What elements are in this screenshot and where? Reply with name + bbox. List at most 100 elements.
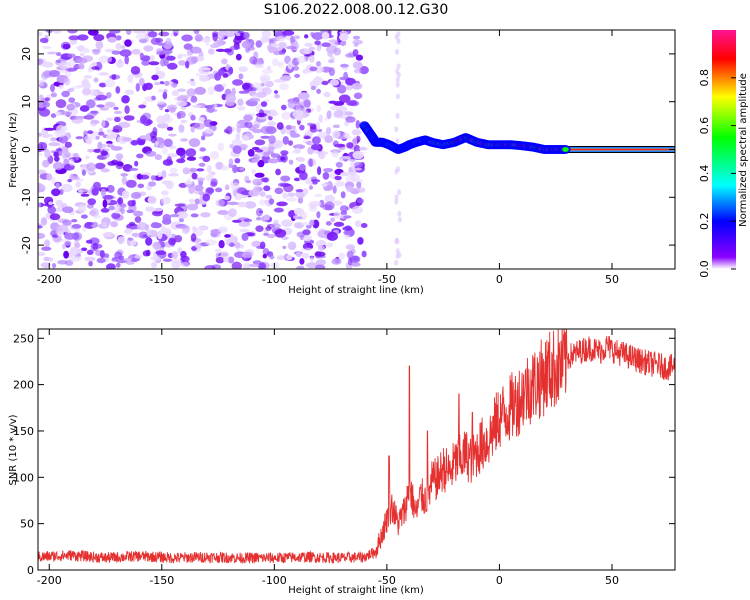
noise-blob <box>395 253 400 259</box>
noise-blob <box>118 121 131 128</box>
noise-blob <box>124 55 129 65</box>
noise-blob <box>86 249 94 255</box>
noise-blob <box>238 220 251 227</box>
noise-blob <box>106 129 114 134</box>
noise-blob <box>50 84 55 93</box>
noise-blob <box>60 111 73 116</box>
noise-blob <box>46 257 54 262</box>
noise-blob <box>95 135 100 140</box>
noise-blob <box>151 261 158 269</box>
noise-blob <box>229 45 241 51</box>
noise-blob <box>394 259 399 266</box>
noise-blob <box>154 140 159 148</box>
noise-blob <box>188 185 195 194</box>
noise-blob <box>164 109 170 113</box>
noise-blob <box>214 84 225 92</box>
noise-blob <box>160 226 167 233</box>
noise-blob <box>127 74 134 83</box>
noise-blob <box>278 41 287 49</box>
noise-blob <box>353 68 362 74</box>
x-tick-label: -50 <box>378 273 396 286</box>
noise-blob <box>121 95 130 104</box>
noise-blob <box>395 112 400 119</box>
noise-blob <box>352 137 358 146</box>
noise-blob <box>293 177 301 182</box>
noise-blob <box>93 181 101 190</box>
noise-blob <box>232 164 238 174</box>
noise-blob <box>228 158 234 167</box>
noise-blob <box>87 148 95 153</box>
noise-blob <box>98 55 110 64</box>
noise-blob <box>251 240 262 248</box>
noise-blob <box>248 263 260 268</box>
noise-blob <box>201 135 206 141</box>
noise-blob <box>226 201 239 206</box>
noise-blob <box>261 87 272 96</box>
noise-blob <box>62 206 74 214</box>
noise-blob <box>166 126 174 131</box>
noise-blob <box>190 95 198 103</box>
noise-blob <box>241 82 251 90</box>
noise-blob <box>38 202 41 208</box>
noise-blob <box>188 138 201 148</box>
noise-blob <box>90 243 103 249</box>
noise-blob <box>163 89 168 93</box>
noise-blob <box>299 163 306 171</box>
noise-blob <box>38 169 46 175</box>
noise-blob <box>254 63 264 69</box>
noise-blob <box>394 168 399 175</box>
noise-blob <box>279 83 289 91</box>
noise-blob <box>268 198 275 205</box>
y-tick-label: -10 <box>20 188 33 206</box>
noise-blob <box>220 251 230 260</box>
noise-blob <box>321 42 332 47</box>
noise-blob <box>218 30 229 38</box>
noise-blob <box>344 111 354 116</box>
noise-blob <box>157 100 165 105</box>
noise-blob <box>299 124 305 131</box>
noise-blob <box>87 30 99 36</box>
noise-blob <box>302 229 311 236</box>
noise-blob <box>252 178 263 186</box>
noise-blob <box>397 216 402 223</box>
noise-blob <box>352 150 364 160</box>
noise-blob <box>260 177 269 183</box>
noise-blob <box>141 60 151 66</box>
noise-blob <box>48 142 61 147</box>
colorbar-tick-label: 0.0 <box>698 260 711 278</box>
noise-blob <box>397 210 402 217</box>
noise-blob <box>297 156 306 163</box>
noise-blob <box>222 73 229 78</box>
noise-blob <box>330 217 336 222</box>
noise-blob <box>176 110 186 119</box>
noise-blob <box>321 31 330 40</box>
noise-blob <box>261 76 268 83</box>
noise-blob <box>251 94 258 99</box>
noise-blob <box>215 257 225 264</box>
noise-blob <box>100 188 106 197</box>
noise-blob <box>119 203 127 208</box>
noise-blob <box>42 46 52 49</box>
snr-panel: -200 -150 -100 -50 0 50 0 50 100 150 200 250 Heigh… <box>8 328 676 596</box>
noise-blob <box>106 134 115 140</box>
noise-blob <box>280 175 291 182</box>
noise-blob <box>146 228 152 237</box>
noise-blob <box>340 191 346 199</box>
noise-blob <box>180 261 190 267</box>
noise-blob <box>239 228 250 233</box>
noise-blob <box>124 105 130 114</box>
noise-blob <box>319 199 325 208</box>
noise-blob <box>204 38 210 46</box>
noise-blob <box>198 117 205 122</box>
noise-blob <box>196 177 205 181</box>
noise-blob <box>186 80 195 84</box>
noise-blob <box>67 179 72 183</box>
noise-blob <box>38 31 43 37</box>
noise-blob <box>149 55 155 62</box>
noise-blob <box>352 167 362 171</box>
noise-blob <box>181 34 193 42</box>
noise-blob <box>258 262 266 269</box>
noise-blob <box>343 230 352 235</box>
noise-blob <box>314 193 323 198</box>
noise-blob <box>113 106 119 110</box>
